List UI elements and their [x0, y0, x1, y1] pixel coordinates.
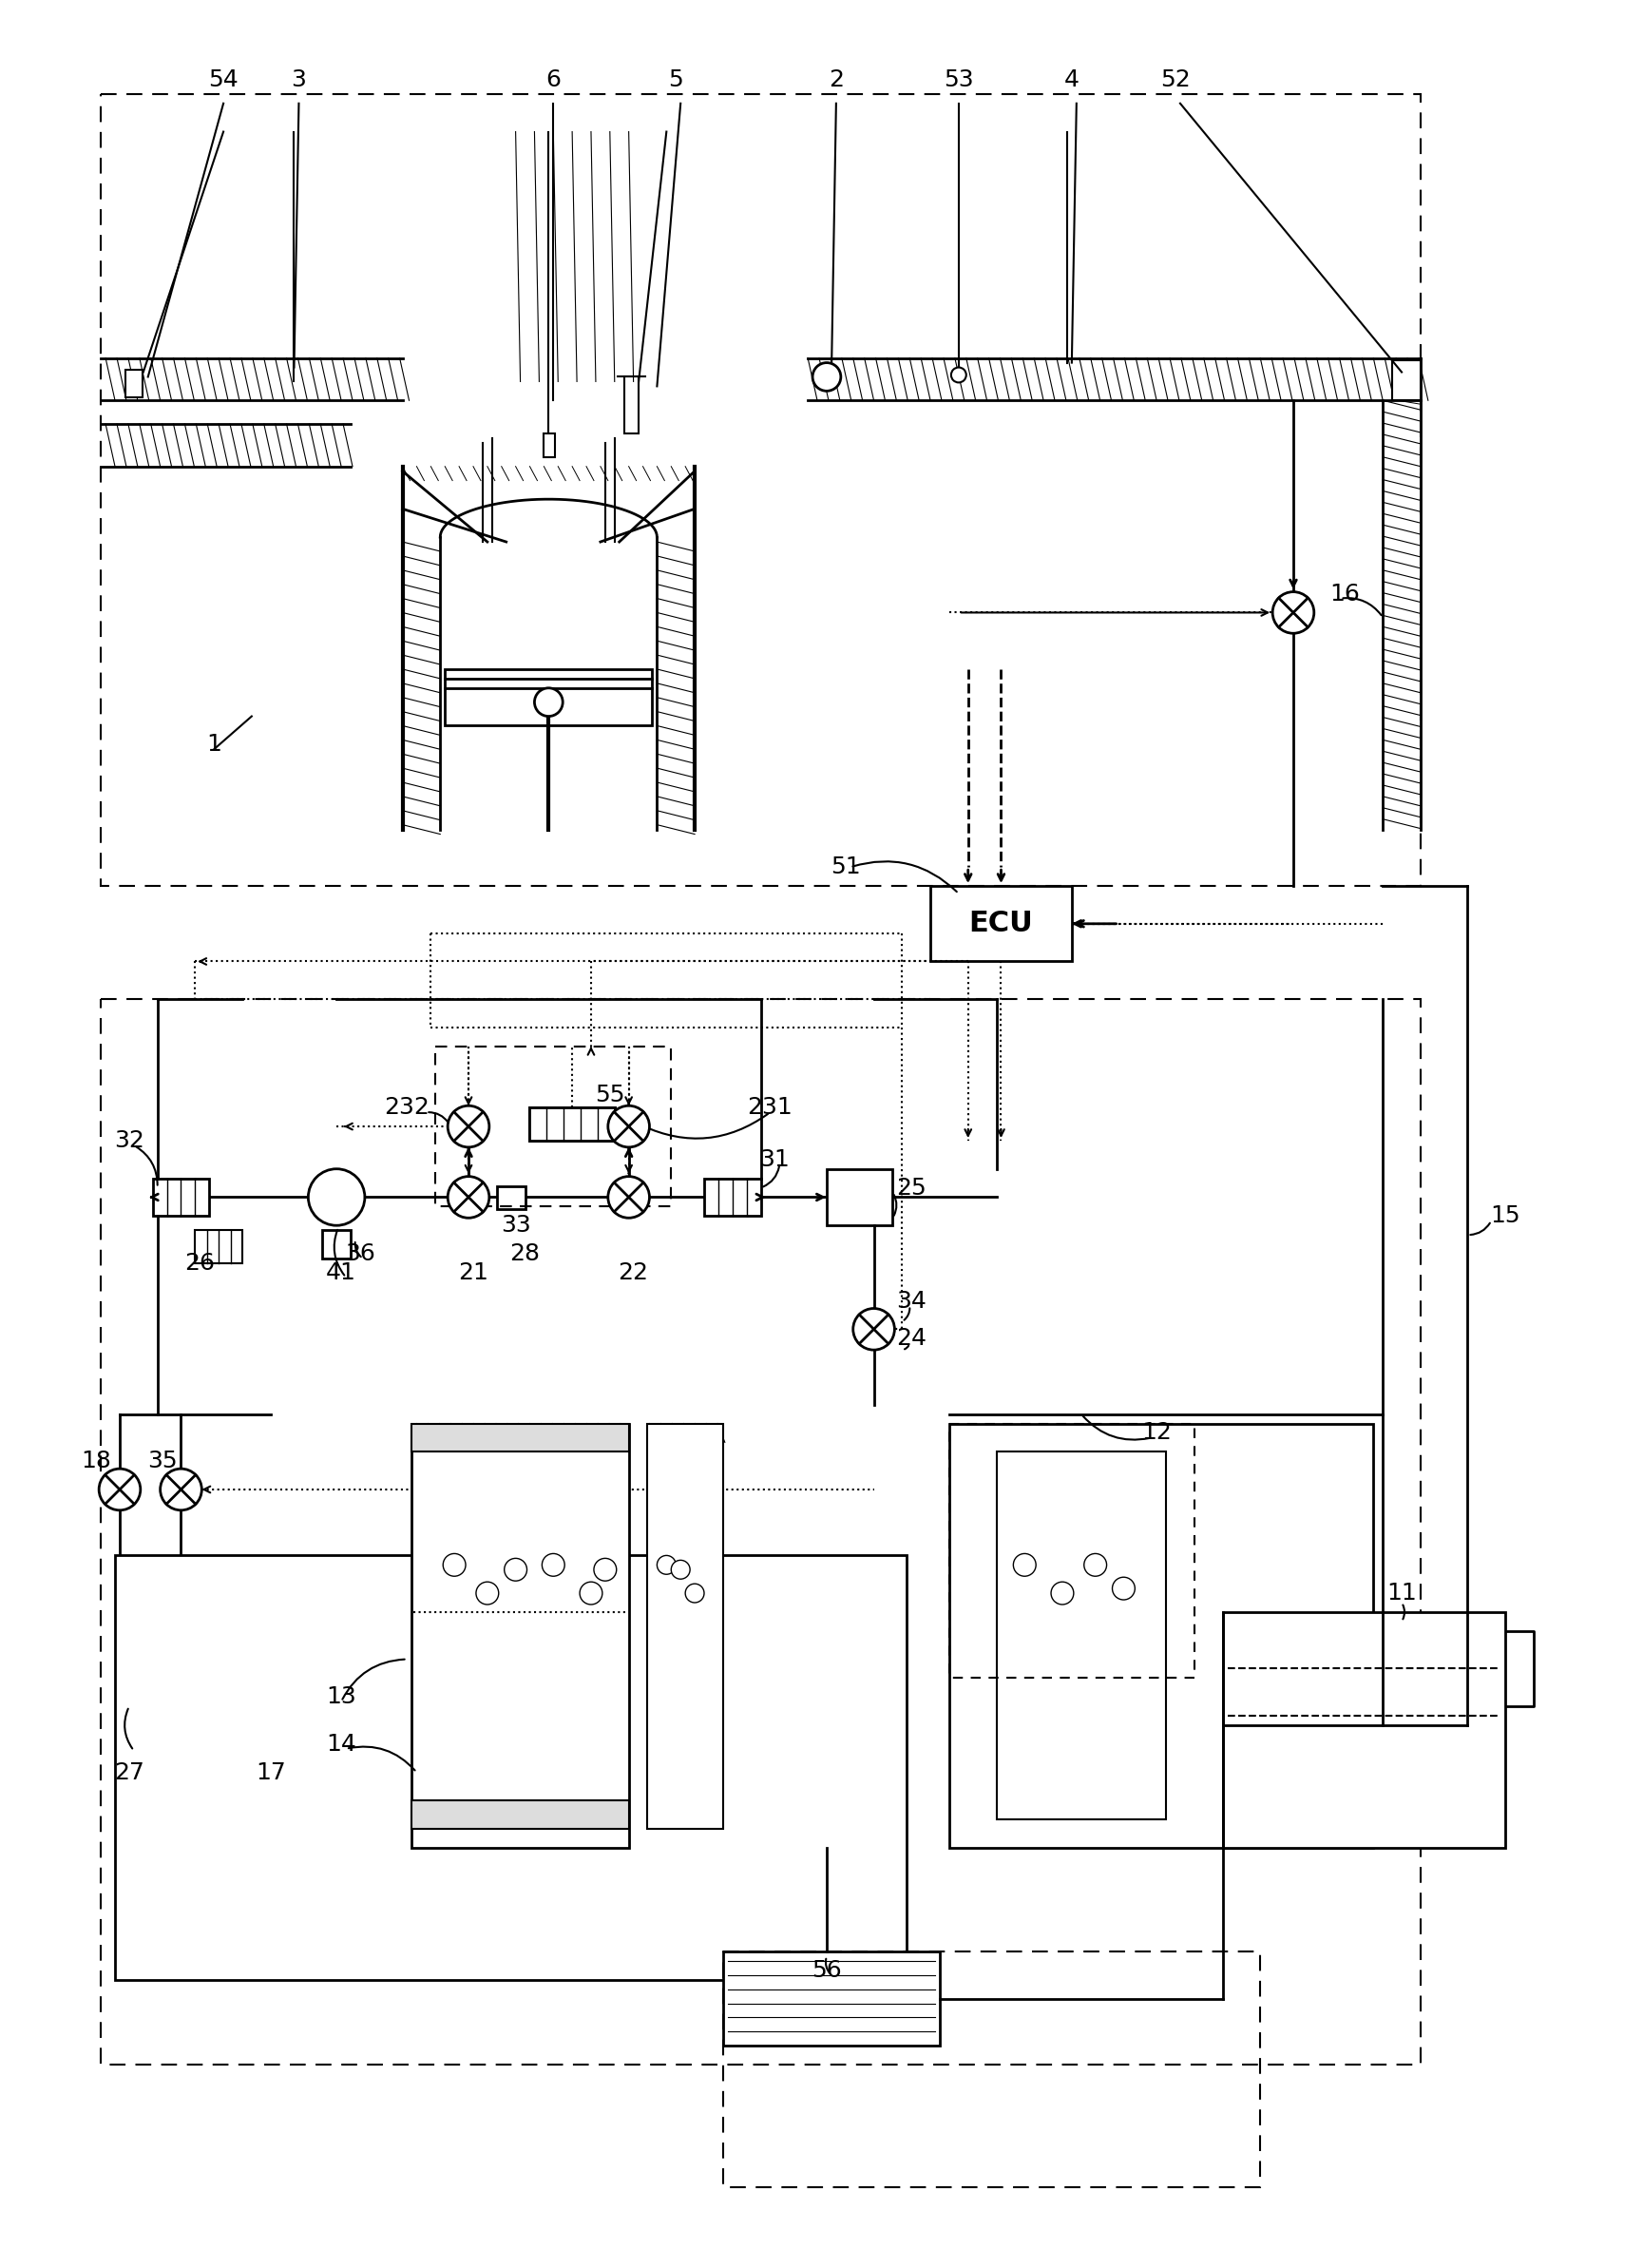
Circle shape [670, 1560, 690, 1579]
Circle shape [951, 367, 966, 383]
Circle shape [593, 1558, 616, 1581]
Text: 15: 15 [1490, 1204, 1520, 1227]
Text: 12: 12 [1142, 1422, 1171, 1445]
Text: 25: 25 [897, 1177, 927, 1200]
Bar [412, 1424, 629, 1848]
Text: 21: 21 [458, 1261, 488, 1284]
Circle shape [99, 1470, 140, 1510]
Bar [322, 1229, 350, 1259]
Bar [930, 887, 1071, 962]
Bar [196, 1229, 242, 1263]
Circle shape [309, 1168, 365, 1225]
Text: ECU: ECU [969, 909, 1033, 937]
Bar [705, 1179, 761, 1216]
Bar [412, 1424, 629, 1452]
Text: 33: 33 [501, 1213, 531, 1236]
Text: 54: 54 [209, 68, 238, 91]
Bar [1392, 361, 1421, 401]
Circle shape [608, 1177, 649, 1218]
Text: 4: 4 [1065, 68, 1079, 91]
Bar [412, 1801, 629, 1828]
Circle shape [685, 1583, 705, 1603]
Bar [826, 1168, 892, 1225]
Circle shape [1273, 592, 1314, 633]
Bar [950, 1424, 1194, 1678]
Circle shape [444, 1554, 465, 1576]
Circle shape [449, 1177, 490, 1218]
Circle shape [476, 1581, 498, 1603]
Text: 24: 24 [897, 1327, 927, 1349]
Text: 41: 41 [325, 1261, 357, 1284]
Circle shape [449, 1107, 490, 1148]
Text: 3: 3 [291, 68, 306, 91]
Text: 17: 17 [255, 1760, 286, 1783]
Bar [445, 669, 652, 726]
Circle shape [504, 1558, 527, 1581]
Bar [435, 1046, 670, 1207]
Circle shape [161, 1470, 202, 1510]
Text: 18: 18 [81, 1449, 112, 1472]
Bar [624, 376, 637, 433]
Circle shape [853, 1309, 894, 1349]
Text: 14: 14 [325, 1733, 357, 1755]
Bar [723, 1950, 1260, 2186]
Bar [529, 1107, 614, 1141]
Text: 231: 231 [748, 1095, 794, 1118]
Text: 26: 26 [184, 1252, 215, 1275]
Bar [950, 1424, 1374, 1848]
Bar [529, 1107, 614, 1141]
Text: 232: 232 [384, 1095, 430, 1118]
Text: 36: 36 [345, 1243, 375, 1266]
Circle shape [1084, 1554, 1107, 1576]
Text: 22: 22 [618, 1261, 649, 1284]
Bar [496, 1186, 526, 1209]
Circle shape [542, 1554, 565, 1576]
Text: 35: 35 [148, 1449, 177, 1472]
Text: 5: 5 [669, 68, 683, 91]
Circle shape [534, 687, 564, 717]
Circle shape [813, 363, 841, 390]
Bar [1222, 1613, 1505, 1848]
Circle shape [657, 1556, 675, 1574]
Bar [100, 1000, 1421, 2064]
Text: 31: 31 [759, 1148, 790, 1170]
Text: 11: 11 [1387, 1581, 1416, 1603]
Text: 34: 34 [897, 1290, 927, 1313]
Text: 51: 51 [830, 855, 861, 878]
Circle shape [580, 1581, 603, 1603]
Text: 52: 52 [1160, 68, 1191, 91]
Bar [996, 1452, 1167, 1819]
Text: 32: 32 [113, 1129, 145, 1152]
Circle shape [1014, 1554, 1037, 1576]
Text: 16: 16 [1329, 583, 1360, 606]
Bar [100, 93, 1421, 887]
Text: 1: 1 [207, 733, 222, 755]
Bar [723, 1950, 940, 2046]
Text: 55: 55 [595, 1084, 624, 1107]
Circle shape [1052, 1581, 1073, 1603]
Text: 6: 6 [545, 68, 560, 91]
Bar [115, 1556, 907, 1980]
Text: 53: 53 [943, 68, 974, 91]
Text: 27: 27 [113, 1760, 145, 1783]
Bar [125, 370, 143, 397]
Text: 56: 56 [812, 1960, 841, 1982]
Bar [647, 1424, 723, 1828]
Circle shape [1112, 1576, 1135, 1599]
Text: 28: 28 [509, 1243, 541, 1266]
Bar [153, 1179, 209, 1216]
Text: 13: 13 [327, 1685, 357, 1708]
Circle shape [608, 1107, 649, 1148]
Bar [544, 433, 555, 456]
Text: 2: 2 [828, 68, 845, 91]
